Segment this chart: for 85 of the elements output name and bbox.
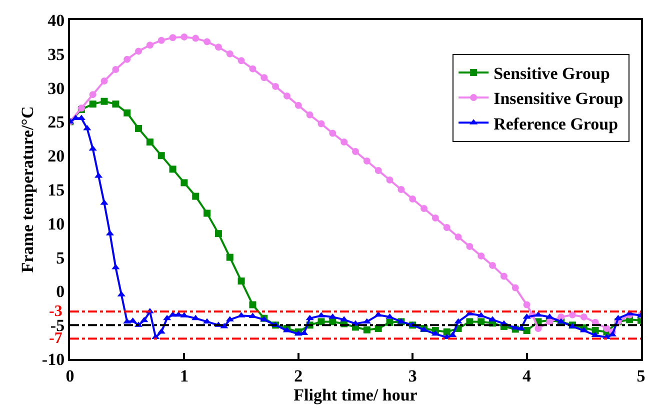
x-tick-label: 5 xyxy=(636,366,646,386)
point xyxy=(146,42,154,49)
point xyxy=(158,152,165,160)
point xyxy=(260,74,268,82)
x-tick-label: 1 xyxy=(180,366,188,386)
point xyxy=(226,50,234,58)
point xyxy=(112,66,120,73)
point xyxy=(374,167,382,174)
point xyxy=(272,82,280,90)
point xyxy=(318,120,325,128)
point xyxy=(603,324,610,332)
point xyxy=(89,100,96,108)
point xyxy=(478,318,485,326)
point xyxy=(478,252,485,260)
y-axis-title: Frame temperature/°C xyxy=(18,106,37,273)
point xyxy=(112,100,120,108)
point xyxy=(443,328,450,336)
x-tick-label: 2 xyxy=(294,366,303,386)
point xyxy=(534,324,542,332)
legend-label: Reference Group xyxy=(494,114,618,134)
point xyxy=(192,34,200,42)
point xyxy=(489,262,496,269)
point xyxy=(180,33,188,40)
y-tick-label: 10 xyxy=(48,214,65,234)
point xyxy=(100,78,108,85)
point xyxy=(192,192,200,200)
point xyxy=(180,179,188,186)
point xyxy=(135,48,142,55)
y-tick-label: 15 xyxy=(48,180,65,200)
point xyxy=(135,124,142,132)
point xyxy=(340,138,348,146)
point xyxy=(249,301,256,308)
point xyxy=(100,98,108,105)
point xyxy=(398,186,405,193)
point xyxy=(238,57,245,64)
point xyxy=(454,233,462,240)
y-tick-label: 30 xyxy=(48,78,65,98)
y-tick-label: 0 xyxy=(56,282,65,302)
point xyxy=(283,92,290,100)
point xyxy=(204,38,211,46)
point xyxy=(294,102,302,109)
point xyxy=(249,65,256,72)
point xyxy=(124,109,131,116)
point xyxy=(512,284,519,292)
y-tick-label: 25 xyxy=(48,112,65,132)
y-tick-label: 40 xyxy=(48,10,65,30)
point xyxy=(204,210,211,217)
point xyxy=(124,56,131,63)
point xyxy=(523,301,530,308)
y-tick-label: 35 xyxy=(48,44,65,64)
point xyxy=(352,148,359,156)
point xyxy=(169,166,176,173)
y-tick-label: -10 xyxy=(42,350,65,369)
point xyxy=(306,111,314,118)
point xyxy=(214,44,222,51)
point xyxy=(420,204,428,212)
point xyxy=(386,176,394,184)
x-tick-label: 3 xyxy=(408,366,417,386)
point xyxy=(238,278,245,285)
point xyxy=(558,313,565,320)
point xyxy=(432,214,439,222)
x-axis-title: Flight time/ hour xyxy=(294,385,418,404)
point xyxy=(500,272,508,280)
point xyxy=(523,327,530,334)
point xyxy=(318,318,325,326)
point xyxy=(329,130,336,137)
point xyxy=(158,36,165,44)
legend-label: Sensitive Group xyxy=(494,64,610,84)
point xyxy=(363,158,370,165)
point xyxy=(226,254,234,261)
legend-label: Insensitive Group xyxy=(494,89,624,108)
point xyxy=(146,138,154,146)
point xyxy=(363,326,370,334)
point xyxy=(214,230,222,238)
ref-line-label: -3 xyxy=(49,303,62,320)
point xyxy=(169,34,176,42)
point xyxy=(443,224,450,231)
point xyxy=(568,311,576,318)
x-tick-label: 4 xyxy=(522,366,532,386)
y-tick-label: 5 xyxy=(56,248,65,268)
point xyxy=(409,195,416,202)
point xyxy=(466,242,474,250)
y-tick-label: 20 xyxy=(48,146,65,166)
point xyxy=(580,313,588,320)
point xyxy=(89,91,96,98)
